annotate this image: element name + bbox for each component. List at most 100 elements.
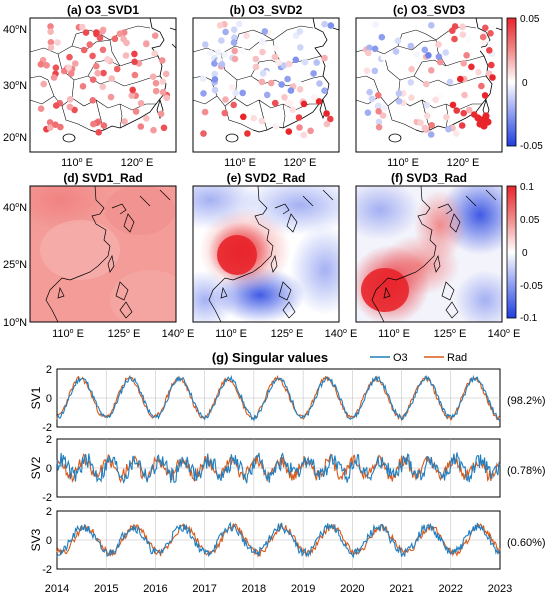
station-dot bbox=[52, 121, 59, 128]
row1-lat-ticks: 40oN 30oN 20oN bbox=[3, 24, 27, 144]
colorbar-1-tick-mid: 0 bbox=[522, 78, 528, 89]
station-dot bbox=[89, 76, 97, 83]
station-dot bbox=[379, 112, 387, 119]
colorbar-1-bar bbox=[506, 17, 517, 147]
station-dot bbox=[407, 79, 415, 86]
station-dot bbox=[244, 130, 251, 137]
map-panel-d: (d) SVD1_Rad bbox=[29, 171, 177, 323]
station-dot bbox=[47, 23, 54, 30]
station-dot bbox=[107, 93, 115, 101]
map-panel-e-frame bbox=[192, 185, 340, 323]
map-panel-c-dots bbox=[363, 21, 496, 138]
station-dot bbox=[413, 51, 421, 58]
station-dot bbox=[252, 63, 260, 71]
chart-title: (g) Singular values bbox=[212, 350, 328, 365]
station-dot bbox=[481, 92, 489, 99]
station-dot bbox=[163, 94, 171, 102]
row2-lon-tick-e-110: 110o E bbox=[215, 328, 247, 340]
station-dot bbox=[435, 53, 443, 60]
station-dot bbox=[435, 41, 442, 48]
chart-x-tick: 2016 bbox=[143, 583, 167, 595]
station-dot bbox=[427, 131, 435, 138]
station-dot bbox=[375, 118, 383, 126]
station-dot bbox=[258, 78, 266, 86]
station-dot bbox=[239, 47, 246, 55]
station-dot bbox=[423, 101, 431, 109]
station-dot bbox=[261, 28, 269, 35]
station-dot bbox=[486, 47, 493, 54]
station-dot bbox=[296, 86, 304, 93]
station-dot bbox=[80, 46, 88, 54]
station-dot bbox=[421, 124, 429, 132]
station-dot bbox=[271, 99, 279, 107]
station-dot bbox=[423, 112, 431, 120]
station-dot bbox=[436, 58, 444, 66]
colorbar-1-tick-top: 0.05 bbox=[520, 14, 540, 25]
station-dot bbox=[47, 39, 55, 46]
station-dot bbox=[428, 22, 435, 29]
station-dot bbox=[221, 109, 229, 117]
chart-x-tick: 2021 bbox=[389, 583, 413, 595]
chart-x-tick: 2022 bbox=[439, 583, 463, 595]
station-dot bbox=[315, 98, 323, 105]
station-dot bbox=[72, 60, 79, 67]
station-dot bbox=[378, 33, 386, 41]
station-dot bbox=[272, 44, 280, 52]
station-dot bbox=[327, 22, 335, 29]
station-dot bbox=[131, 58, 138, 66]
station-dot bbox=[423, 80, 430, 88]
station-dot bbox=[52, 64, 60, 71]
chart-panel-sv3: 2 0 -2 SV3 (0.60%) bbox=[29, 506, 546, 576]
chart-panel-sv1: 2 0 -2 SV1 (98.2%) bbox=[29, 364, 546, 434]
map-panel-a-title: (a) O3_SVD1 bbox=[67, 3, 139, 17]
station-dot bbox=[285, 60, 293, 68]
station-dot bbox=[432, 96, 439, 104]
colorbar-1: 0.05 0 -0.05 bbox=[506, 14, 543, 152]
station-dot bbox=[375, 92, 382, 99]
station-dot bbox=[129, 86, 136, 94]
station-dot bbox=[364, 109, 372, 116]
station-dot bbox=[65, 64, 72, 71]
map-panel-a-island bbox=[62, 133, 76, 143]
station-dot bbox=[89, 52, 96, 60]
legend-o3-label: O3 bbox=[393, 352, 408, 364]
station-dot bbox=[384, 75, 392, 82]
station-dot bbox=[292, 56, 300, 64]
station-dot bbox=[375, 102, 382, 110]
station-dot bbox=[323, 110, 330, 117]
chart-x-tick: 2014 bbox=[45, 583, 69, 595]
station-dot bbox=[211, 76, 219, 83]
row2-lat-tick-10: 10oN bbox=[3, 317, 27, 329]
station-dot bbox=[371, 45, 379, 53]
station-dot bbox=[230, 101, 237, 109]
station-dot bbox=[463, 52, 470, 59]
station-dot bbox=[159, 88, 167, 96]
chart-x-tick: 2015 bbox=[94, 583, 118, 595]
station-dot bbox=[482, 112, 490, 120]
map-panel-a-dots bbox=[37, 23, 171, 136]
map-panel-e-field bbox=[193, 186, 339, 322]
station-dot bbox=[47, 28, 54, 35]
station-dot bbox=[297, 44, 304, 51]
station-dot bbox=[421, 46, 429, 54]
row1-lon-tick-c-120: 120o E bbox=[447, 157, 480, 169]
map-panel-d-frame bbox=[29, 185, 177, 323]
station-dot bbox=[267, 79, 275, 87]
station-dot bbox=[96, 34, 104, 42]
station-dot bbox=[395, 98, 403, 105]
station-dot bbox=[230, 26, 238, 33]
station-dot bbox=[211, 70, 218, 78]
station-dot bbox=[128, 92, 136, 99]
station-dot bbox=[132, 108, 140, 115]
station-dot bbox=[66, 53, 73, 61]
station-dot bbox=[300, 131, 308, 139]
station-dot bbox=[214, 49, 222, 56]
colorbar-2: 0.1 0.05 0 -0.05 -0.1 bbox=[506, 182, 543, 324]
map-panel-f-field bbox=[356, 186, 502, 322]
chart-annotation-sv3: (0.60%) bbox=[507, 537, 546, 549]
row2-lon-tick-f-110: 110o E bbox=[378, 328, 410, 340]
station-dot bbox=[280, 62, 288, 69]
station-dot bbox=[100, 69, 107, 77]
station-dot bbox=[37, 61, 45, 68]
colorbar-1-tick-bottom: -0.05 bbox=[520, 141, 543, 152]
